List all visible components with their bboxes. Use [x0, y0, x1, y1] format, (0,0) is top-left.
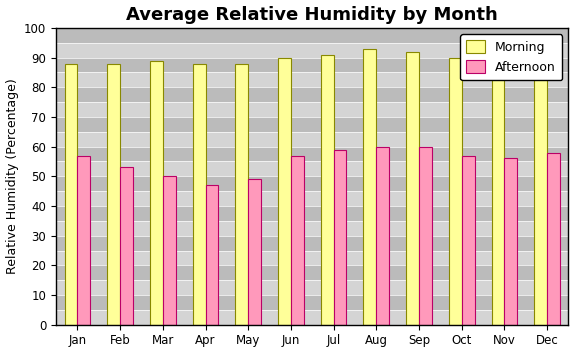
- Legend: Morning, Afternoon: Morning, Afternoon: [460, 34, 562, 80]
- Bar: [56, 58, 568, 72]
- Bar: [56, 28, 568, 43]
- Bar: [56, 280, 568, 295]
- Bar: [363, 49, 377, 325]
- Bar: [193, 64, 205, 325]
- Bar: [56, 87, 568, 102]
- Bar: [291, 156, 304, 325]
- Bar: [406, 52, 419, 325]
- Bar: [56, 310, 568, 325]
- Bar: [56, 146, 568, 161]
- Bar: [449, 58, 461, 325]
- Title: Average Relative Humidity by Month: Average Relative Humidity by Month: [126, 6, 498, 24]
- Bar: [56, 265, 568, 280]
- Bar: [107, 64, 120, 325]
- Bar: [56, 251, 568, 265]
- Bar: [56, 176, 568, 191]
- Bar: [56, 117, 568, 132]
- Bar: [56, 43, 568, 58]
- Bar: [65, 64, 77, 325]
- Bar: [278, 58, 291, 325]
- Bar: [534, 61, 547, 325]
- Bar: [56, 72, 568, 87]
- Bar: [205, 185, 218, 325]
- Bar: [56, 206, 568, 221]
- Bar: [235, 64, 248, 325]
- Bar: [419, 146, 432, 325]
- Bar: [56, 102, 568, 117]
- Bar: [491, 58, 505, 325]
- Bar: [547, 152, 560, 325]
- Bar: [461, 156, 475, 325]
- Bar: [163, 176, 176, 325]
- Y-axis label: Relative Humidity (Percentage): Relative Humidity (Percentage): [6, 78, 18, 274]
- Bar: [56, 191, 568, 206]
- Bar: [56, 295, 568, 310]
- Bar: [56, 132, 568, 146]
- Bar: [120, 167, 133, 325]
- Bar: [321, 55, 333, 325]
- Bar: [56, 221, 568, 236]
- Bar: [77, 156, 90, 325]
- Bar: [150, 61, 163, 325]
- Bar: [505, 158, 517, 325]
- Bar: [56, 161, 568, 176]
- Bar: [377, 146, 389, 325]
- Bar: [56, 236, 568, 251]
- Bar: [248, 179, 261, 325]
- Bar: [333, 150, 347, 325]
